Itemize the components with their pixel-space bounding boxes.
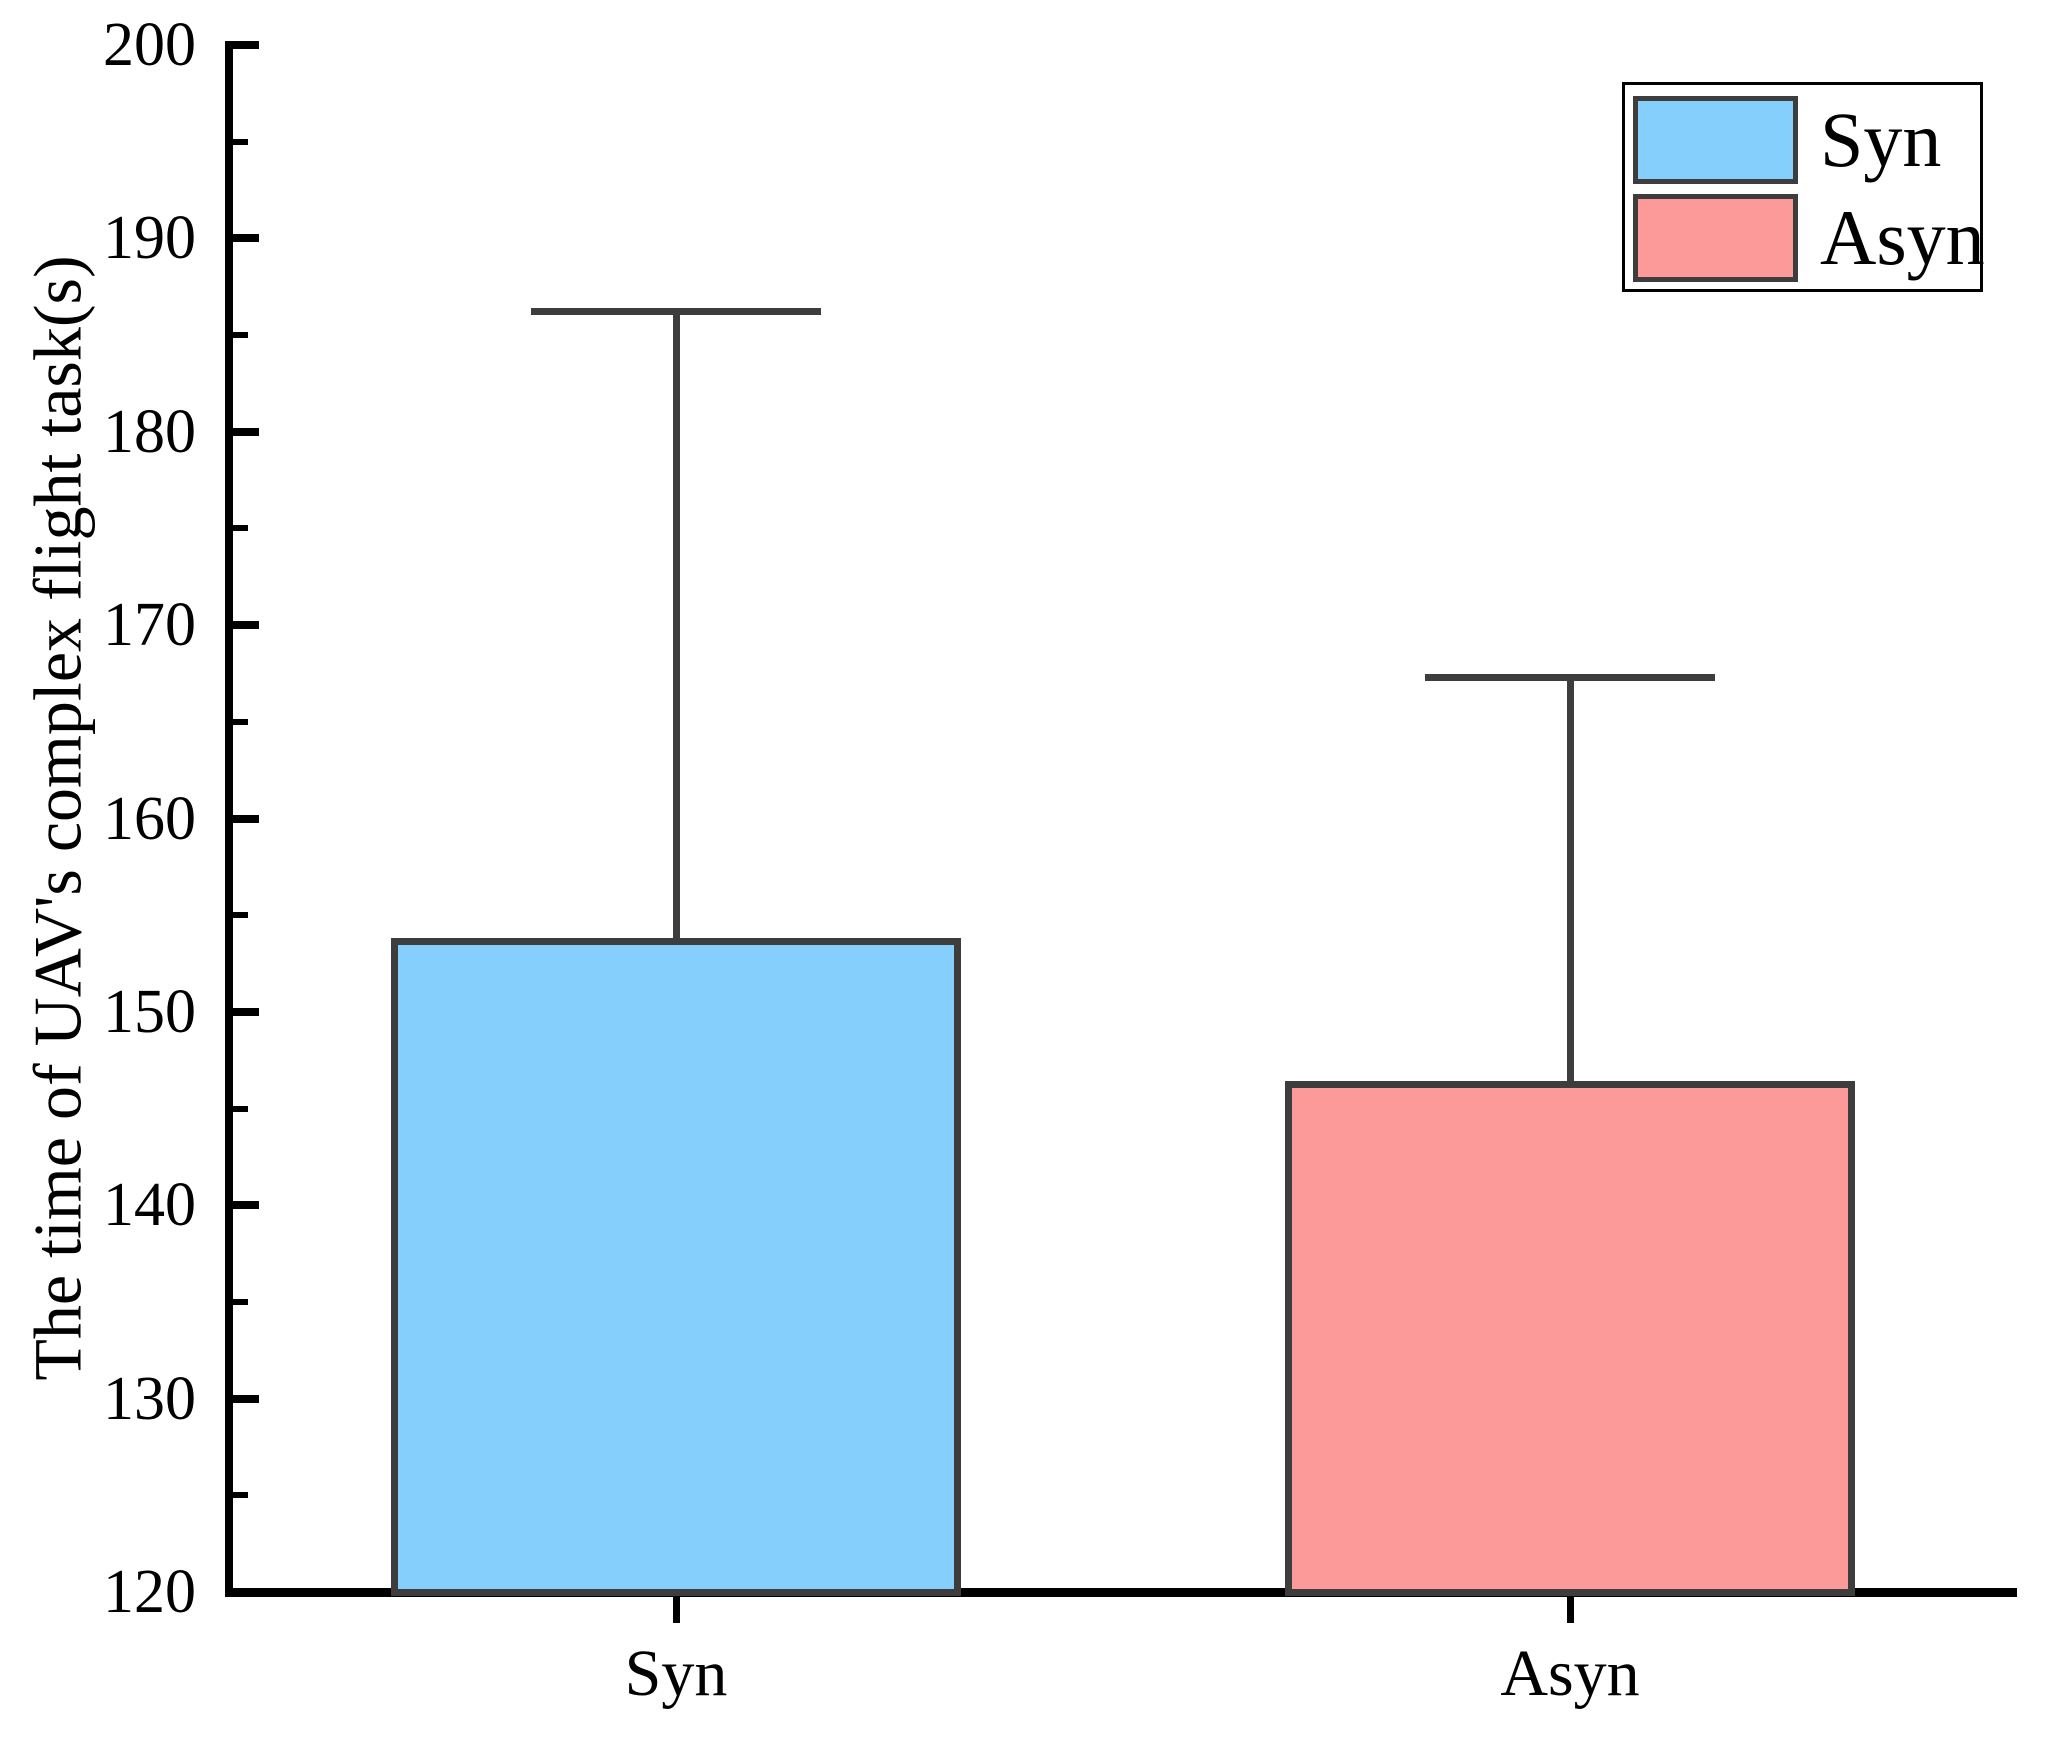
x-tick-syn <box>672 1597 680 1623</box>
x-category-label-asyn: Asyn <box>1500 1637 1640 1710</box>
legend-label-asyn: Asyn <box>1820 194 1985 281</box>
bar-syn <box>391 938 961 1596</box>
y-major-tick <box>233 234 259 243</box>
bar-asyn <box>1285 1081 1855 1596</box>
y-major-tick <box>233 1007 259 1016</box>
y-tick-label: 180 <box>103 397 196 466</box>
legend-box: Syn Asyn <box>1622 82 1985 292</box>
y-tick-label: 170 <box>103 591 196 660</box>
error-bar-line-syn <box>672 311 680 939</box>
y-tick-label: 160 <box>103 784 196 853</box>
y-axis-line <box>225 41 233 1596</box>
y-minor-tick <box>233 332 248 339</box>
x-axis-line <box>225 1588 2017 1597</box>
x-category-label-syn: Syn <box>624 1637 728 1710</box>
y-major-tick <box>233 1394 259 1403</box>
legend-swatch-asyn <box>1633 194 1798 282</box>
y-minor-tick <box>233 912 248 919</box>
y-major-tick <box>233 621 259 630</box>
y-major-tick <box>233 1201 259 1210</box>
error-bar-line-asyn <box>1566 677 1574 1082</box>
y-minor-tick <box>233 718 248 725</box>
y-minor-tick <box>233 1105 248 1112</box>
x-tick-asyn <box>1566 1597 1574 1623</box>
y-minor-tick <box>233 1492 248 1499</box>
error-bar-cap-syn <box>531 308 821 316</box>
legend-label-syn: Syn <box>1820 96 1942 183</box>
error-bar-cap-asyn <box>1425 673 1715 681</box>
y-major-tick <box>233 427 259 436</box>
y-tick-label: 190 <box>103 204 196 273</box>
y-major-tick <box>233 1588 259 1596</box>
y-tick-label: 130 <box>103 1364 196 1433</box>
y-tick-label: 200 <box>103 11 196 79</box>
y-minor-tick <box>233 525 248 532</box>
legend-swatch-syn <box>1633 96 1798 184</box>
y-tick-label: 120 <box>103 1558 196 1626</box>
y-tick-label: 140 <box>103 1171 196 1240</box>
y-minor-tick <box>233 1298 248 1305</box>
y-major-tick <box>233 41 259 49</box>
y-major-tick <box>233 814 259 823</box>
y-minor-tick <box>233 138 248 145</box>
y-tick-label: 150 <box>103 977 196 1046</box>
